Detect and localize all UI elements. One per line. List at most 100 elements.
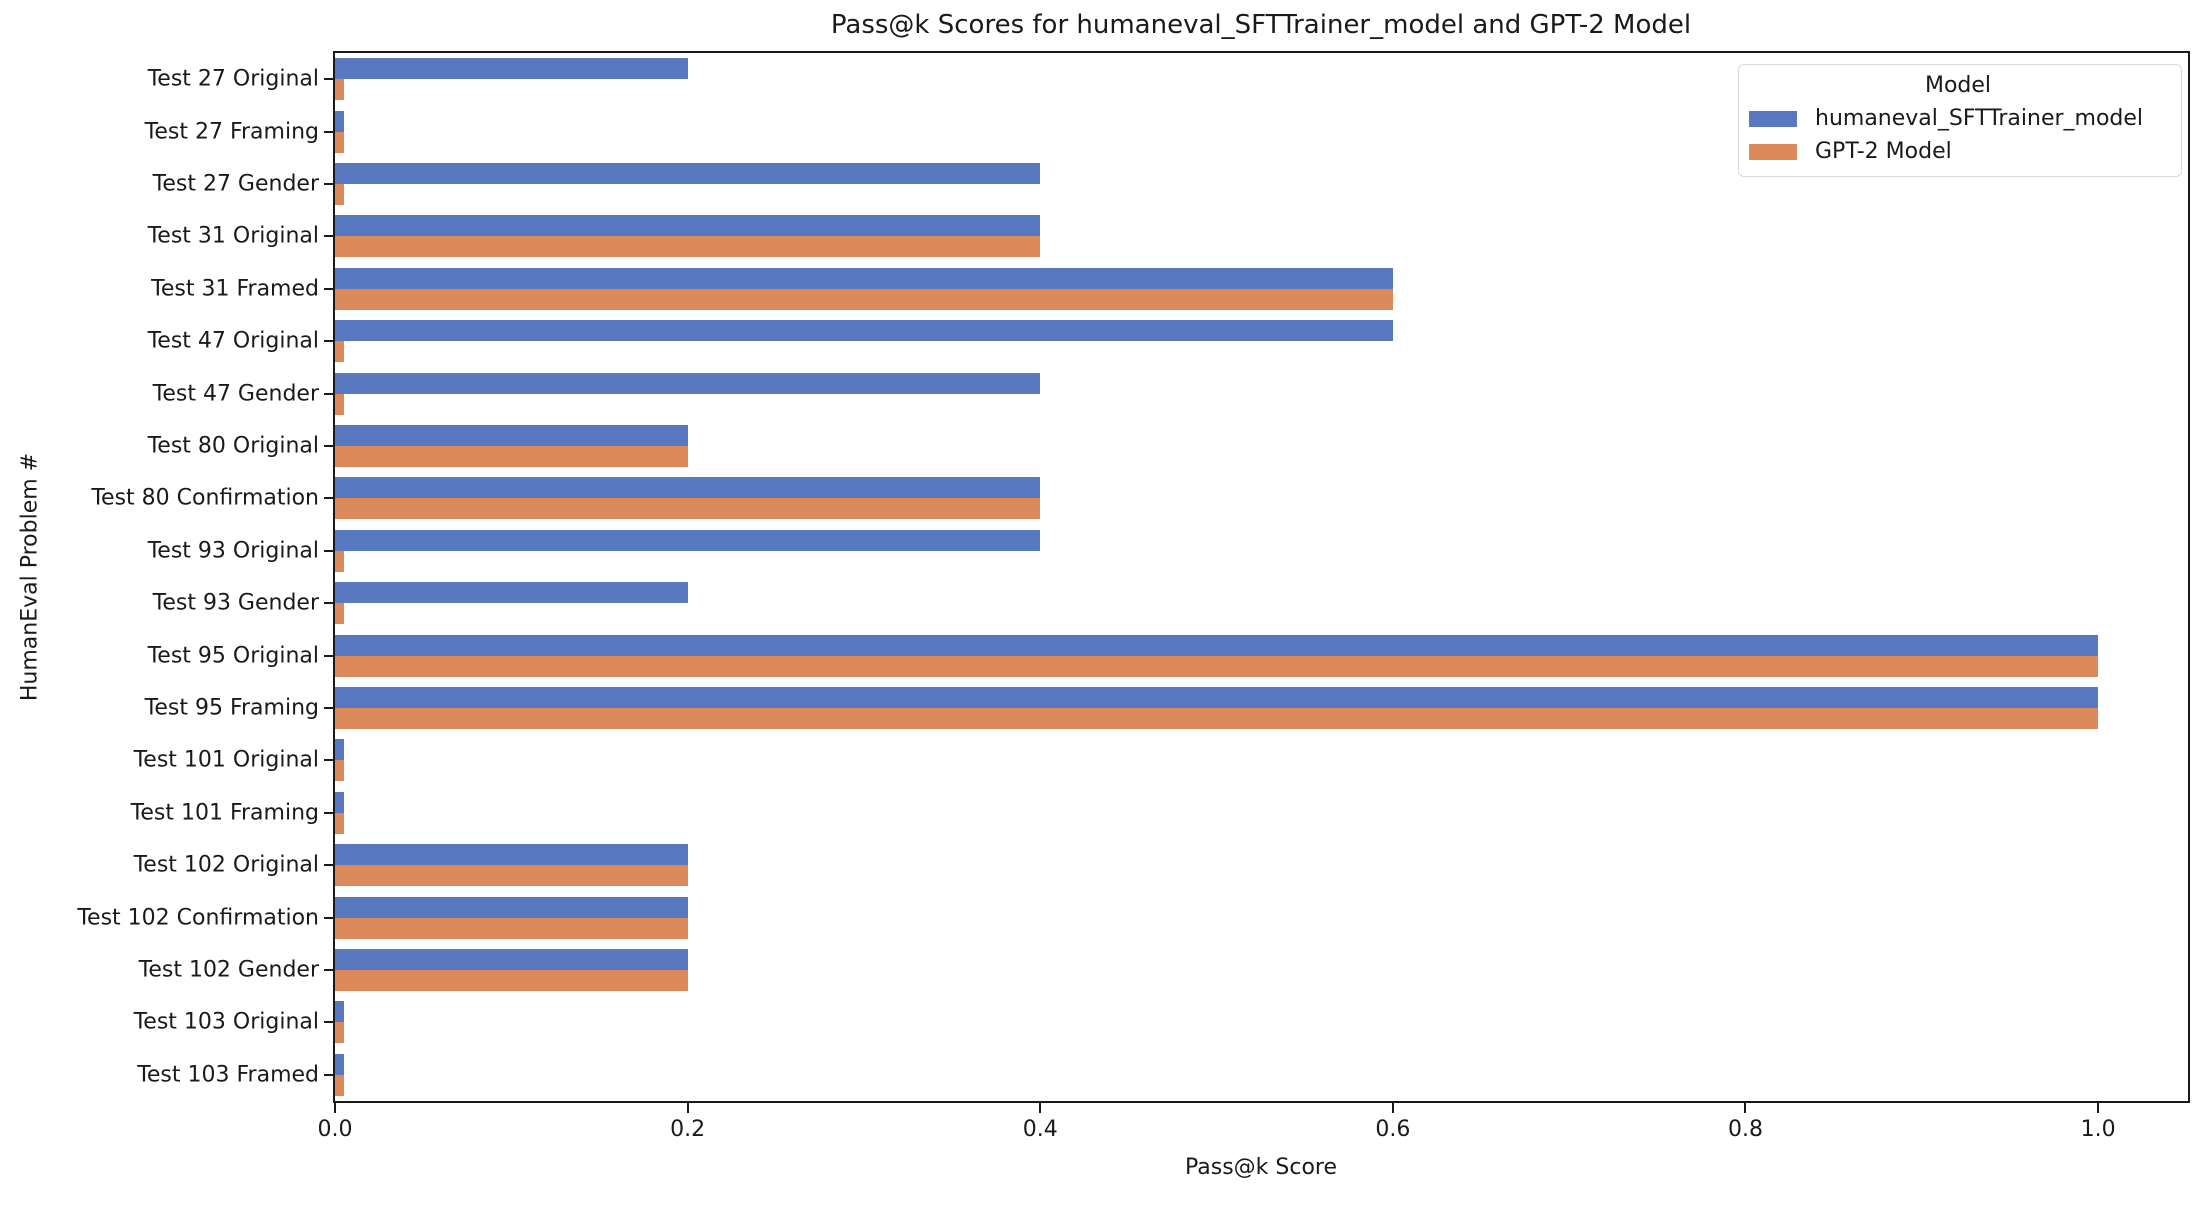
y-tick-mark <box>324 497 333 500</box>
bar-group: Test 47 Original <box>148 315 2188 367</box>
legend-swatch-orange <box>1749 143 1797 160</box>
bar-group: Test 102 Gender <box>139 944 2188 996</box>
bar-sft-model <box>335 372 1041 394</box>
bar-gpt2-model <box>335 498 1041 520</box>
bar-gpt2-model <box>335 550 344 572</box>
y-tick-label: Test 101 Original <box>133 747 319 773</box>
y-tick-mark <box>324 340 333 343</box>
chart-title: Pass@k Scores for humaneval_SFTTrainer_m… <box>830 10 1692 40</box>
y-tick-label: Test 103 Original <box>133 1009 319 1035</box>
bar-gpt2-model <box>335 131 344 153</box>
bar-gpt2-model <box>335 1074 344 1096</box>
y-tick-label: Test 31 Original <box>147 223 319 249</box>
bar-gpt2-model <box>335 79 344 101</box>
bar-sft-model <box>335 896 688 918</box>
bar-gpt2-model <box>335 288 1393 310</box>
x-tick-label: 0.2 <box>670 1117 706 1142</box>
y-tick-label: Test 95 Original <box>147 643 319 669</box>
y-tick-label: Test 27 Framing <box>144 119 319 145</box>
legend-label: GPT-2 Model <box>1815 139 1952 164</box>
y-tick-mark <box>324 602 333 605</box>
bar-sft-model <box>335 1053 344 1075</box>
legend: Model humaneval_SFTTrainer_model GPT-2 M… <box>1738 64 2182 177</box>
bar-group: Test 93 Original <box>148 525 2188 577</box>
y-tick-label: Test 27 Original <box>147 66 319 92</box>
bar-group: Test 103 Original <box>134 996 2188 1048</box>
y-tick-mark <box>324 706 333 709</box>
bar-sft-model <box>335 844 688 866</box>
legend-entry: GPT-2 Model <box>1749 139 2167 164</box>
y-tick-mark <box>324 1021 333 1024</box>
x-tick-mark <box>1744 1103 1747 1113</box>
y-tick-label: Test 80 Confirmation <box>91 485 319 511</box>
legend-title: Model <box>1924 73 1992 98</box>
bar-group: Test 101 Original <box>134 734 2188 786</box>
y-tick-label: Test 103 Framed <box>137 1062 319 1088</box>
y-tick-mark <box>324 444 333 447</box>
y-tick-mark <box>324 78 333 81</box>
bar-sft-model <box>335 687 2099 708</box>
y-tick-label: Test 95 Framing <box>144 695 319 721</box>
y-tick-label: Test 80 Original <box>147 433 319 459</box>
y-tick-label: Test 47 Gender <box>152 381 319 407</box>
x-tick-mark <box>686 1103 689 1113</box>
bar-sft-model <box>335 267 1393 289</box>
bar-group: Test 95 Framing <box>145 682 2188 734</box>
x-tick-mark <box>334 1103 336 1113</box>
y-tick-mark <box>324 130 333 133</box>
x-tick-label: 0.0 <box>317 1117 353 1142</box>
bar-group: Test 31 Framed <box>151 263 2188 315</box>
y-tick-label: Test 102 Original <box>133 852 319 878</box>
y-tick-mark <box>324 654 333 657</box>
y-tick-mark <box>324 235 333 238</box>
bar-sft-model <box>335 215 1041 237</box>
bar-group: Test 27 Gender <box>153 158 2188 210</box>
y-tick-mark <box>324 968 333 971</box>
y-tick-label: Test 102 Confirmation <box>77 905 319 931</box>
y-tick-mark <box>324 1073 333 1076</box>
x-tick-mark <box>1039 1103 1042 1113</box>
y-tick-mark <box>324 549 333 552</box>
y-tick-label: Test 93 Original <box>147 538 319 564</box>
bar-group: Test 103 Framed <box>137 1049 2188 1101</box>
y-tick-mark <box>324 182 333 185</box>
bar-group: Test 95 Original <box>148 629 2188 681</box>
bar-gpt2-model <box>335 183 344 205</box>
bar-group: Test 80 Original <box>148 420 2188 472</box>
bar-gpt2-model <box>335 707 2099 729</box>
bar-sft-model <box>335 110 344 132</box>
bar-sft-model <box>335 791 344 813</box>
bar-gpt2-model <box>335 655 2099 677</box>
bar-sft-model <box>335 582 688 604</box>
bar-gpt2-model <box>335 236 1041 258</box>
y-tick-mark <box>324 759 333 762</box>
legend-swatch-blue <box>1749 110 1797 127</box>
x-tick-mark <box>2097 1103 2100 1113</box>
bar-gpt2-model <box>335 393 344 415</box>
bar-sft-model <box>335 634 2099 656</box>
y-tick-label: Test 93 Gender <box>152 590 319 616</box>
x-tick-label: 0.4 <box>1022 1117 1058 1142</box>
bar-sft-model <box>335 425 688 446</box>
y-tick-mark <box>324 811 333 814</box>
bar-gpt2-model <box>335 341 344 363</box>
x-tick-label: 1.0 <box>2080 1117 2116 1142</box>
x-tick-label: 0.8 <box>1727 1117 1763 1142</box>
y-tick-mark <box>324 392 333 395</box>
bar-sft-model <box>335 58 688 80</box>
bar-group: Test 102 Confirmation <box>77 891 2188 943</box>
bar-sft-model <box>335 320 1393 342</box>
bar-gpt2-model <box>335 760 344 782</box>
legend-label: humaneval_SFTTrainer_model <box>1815 106 2144 131</box>
legend-entry: humaneval_SFTTrainer_model <box>1749 106 2167 131</box>
bar-group: Test 93 Gender <box>153 577 2188 629</box>
plot-area: Model humaneval_SFTTrainer_model GPT-2 M… <box>77 51 2190 1142</box>
y-tick-label: Test 102 Gender <box>138 957 319 983</box>
y-tick-label: Test 101 Framing <box>130 800 319 826</box>
bar-sft-model <box>335 477 1041 499</box>
bar-gpt2-model <box>335 812 344 834</box>
y-tick-label: Test 31 Framed <box>151 276 319 302</box>
bar-group: Test 47 Gender <box>153 367 2188 419</box>
bar-group: Test 27 Original <box>148 53 2188 105</box>
